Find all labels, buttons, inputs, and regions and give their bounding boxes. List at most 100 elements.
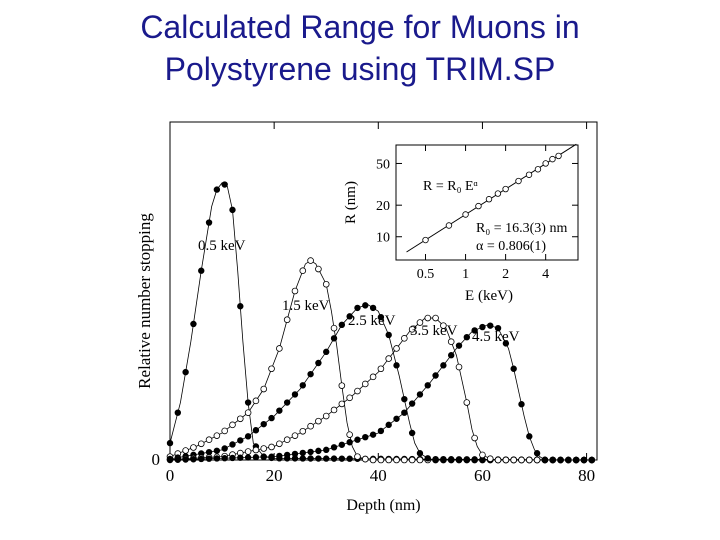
data-point xyxy=(346,431,353,438)
data-point xyxy=(580,456,588,464)
data-point xyxy=(549,456,556,464)
data-point xyxy=(416,450,424,457)
data-point xyxy=(455,363,463,371)
inset-x-axis-label: E (keV) xyxy=(465,288,513,304)
inset-data-point xyxy=(515,177,522,185)
data-point xyxy=(291,450,299,458)
fit-r0-value: R₀ = 16.3(3) nm xyxy=(476,221,567,236)
series-label: 2.5 keV xyxy=(348,313,396,329)
data-point xyxy=(361,455,369,463)
data-point xyxy=(307,370,314,378)
series-2 xyxy=(166,257,597,464)
data-point xyxy=(252,427,260,434)
data-point xyxy=(424,382,431,389)
slide-title-line-2: Polystyrene using TRIM.SP xyxy=(164,51,556,87)
data-point xyxy=(346,455,353,462)
data-point xyxy=(190,320,197,328)
data-point xyxy=(197,440,205,448)
data-point xyxy=(299,382,306,389)
data-point xyxy=(283,399,291,406)
data-point xyxy=(447,456,455,464)
inset-data-point xyxy=(534,166,542,173)
data-point xyxy=(572,456,580,464)
data-point xyxy=(479,451,486,459)
data-point xyxy=(494,456,502,464)
data-point xyxy=(377,365,385,373)
data-point xyxy=(502,456,510,464)
inset-plot: 0.5 1 2 4 10 20 50 E (keV) R (nm) R = R₀ Eᵅ R₀ = 1… xyxy=(343,143,579,304)
data-point xyxy=(447,352,455,359)
data-point xyxy=(455,456,463,464)
inset-data-point xyxy=(549,155,556,163)
data-point xyxy=(510,456,517,464)
slide-title-line-1: Calculated Range for Muons in xyxy=(140,9,580,45)
inset-x-tick-label: 4 xyxy=(542,267,549,282)
data-point xyxy=(190,444,197,451)
data-point xyxy=(416,319,424,326)
series-label: 3.5 keV xyxy=(410,323,458,339)
data-point xyxy=(205,455,213,462)
data-point xyxy=(229,421,236,429)
data-point xyxy=(471,327,478,334)
data-point xyxy=(385,331,392,339)
inset-data-point xyxy=(462,211,469,218)
data-point xyxy=(518,456,525,464)
data-point xyxy=(377,313,385,321)
data-point xyxy=(299,449,306,457)
data-point xyxy=(362,433,369,441)
data-point xyxy=(276,407,283,414)
data-point xyxy=(463,399,471,406)
data-point xyxy=(416,456,424,464)
data-point xyxy=(440,362,447,369)
data-point xyxy=(330,324,338,332)
data-point xyxy=(401,335,408,342)
data-point xyxy=(198,455,205,463)
data-point xyxy=(213,455,221,462)
inset-y-tick-label: 50 xyxy=(376,157,390,172)
data-point xyxy=(323,446,330,454)
data-point xyxy=(440,322,447,329)
data-point xyxy=(205,219,213,226)
data-point xyxy=(330,406,338,414)
data-point xyxy=(252,446,260,454)
inset-y-tick-label: 10 xyxy=(376,231,390,246)
data-point xyxy=(401,456,408,464)
data-point xyxy=(244,399,252,406)
data-point xyxy=(393,415,400,422)
data-point xyxy=(315,265,322,273)
data-point xyxy=(182,456,189,463)
x-tick-label: 80 xyxy=(578,466,595,485)
series-label: 0.5 keV xyxy=(198,238,246,254)
data-point xyxy=(299,455,306,462)
data-point xyxy=(174,456,182,463)
data-point xyxy=(283,436,291,444)
x-tick-label: 60 xyxy=(474,466,491,485)
y-tick-label: 0 xyxy=(152,450,161,469)
inset-y-tick-label: 20 xyxy=(376,199,390,214)
data-point xyxy=(408,456,416,464)
data-point xyxy=(213,432,221,439)
data-point xyxy=(315,455,322,462)
data-point xyxy=(447,338,455,346)
data-point xyxy=(315,447,322,455)
data-point xyxy=(268,453,275,460)
inset-data-point xyxy=(525,171,533,178)
data-point xyxy=(315,359,322,367)
data-point xyxy=(330,444,338,451)
data-point xyxy=(377,427,385,435)
data-point xyxy=(354,387,361,395)
data-point xyxy=(362,302,369,309)
inset-data-point xyxy=(542,160,549,167)
data-point xyxy=(369,373,377,381)
data-point xyxy=(510,365,517,372)
data-point xyxy=(323,455,330,462)
data-point xyxy=(369,304,377,312)
data-point xyxy=(260,453,267,461)
data-point xyxy=(518,401,525,408)
data-point xyxy=(291,287,299,295)
series-label: 1.5 keV xyxy=(282,298,330,314)
data-point xyxy=(565,456,572,464)
data-point xyxy=(260,385,268,393)
data-point xyxy=(237,454,244,461)
data-point xyxy=(330,335,338,342)
